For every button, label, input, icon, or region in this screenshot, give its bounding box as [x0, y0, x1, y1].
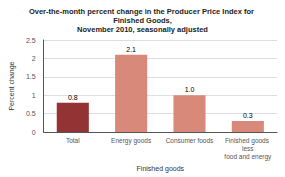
svg-text:0.3: 0.3 [243, 112, 253, 119]
svg-text:0.5: 0.5 [26, 110, 36, 117]
svg-text:Consumer foods: Consumer foods [166, 137, 214, 144]
svg-text:November 2010, seasonally adju: November 2010, seasonally adjusted [77, 25, 208, 34]
svg-text:2: 2 [32, 55, 36, 62]
svg-text:0: 0 [32, 129, 36, 136]
svg-text:Percent change: Percent change [8, 61, 16, 110]
svg-text:Total: Total [66, 137, 80, 144]
svg-text:Finished goods: Finished goods [225, 137, 271, 145]
svg-text:less: less [242, 145, 254, 152]
svg-text:Finished Goods,: Finished Goods, [113, 16, 172, 25]
svg-text:1: 1 [32, 92, 36, 99]
svg-text:0.8: 0.8 [68, 94, 78, 101]
svg-text:Finished goods: Finished goods [137, 165, 185, 173]
svg-text:1.5: 1.5 [26, 73, 36, 80]
svg-text:food and energy: food and energy [224, 153, 272, 161]
svg-text:1.0: 1.0 [185, 86, 195, 93]
svg-text:Over-the-month percent change: Over-the-month percent change in the Pro… [29, 7, 256, 16]
svg-text:Energy goods: Energy goods [111, 137, 152, 145]
svg-text:2.5: 2.5 [26, 37, 36, 44]
svg-text:2.1: 2.1 [126, 46, 136, 53]
